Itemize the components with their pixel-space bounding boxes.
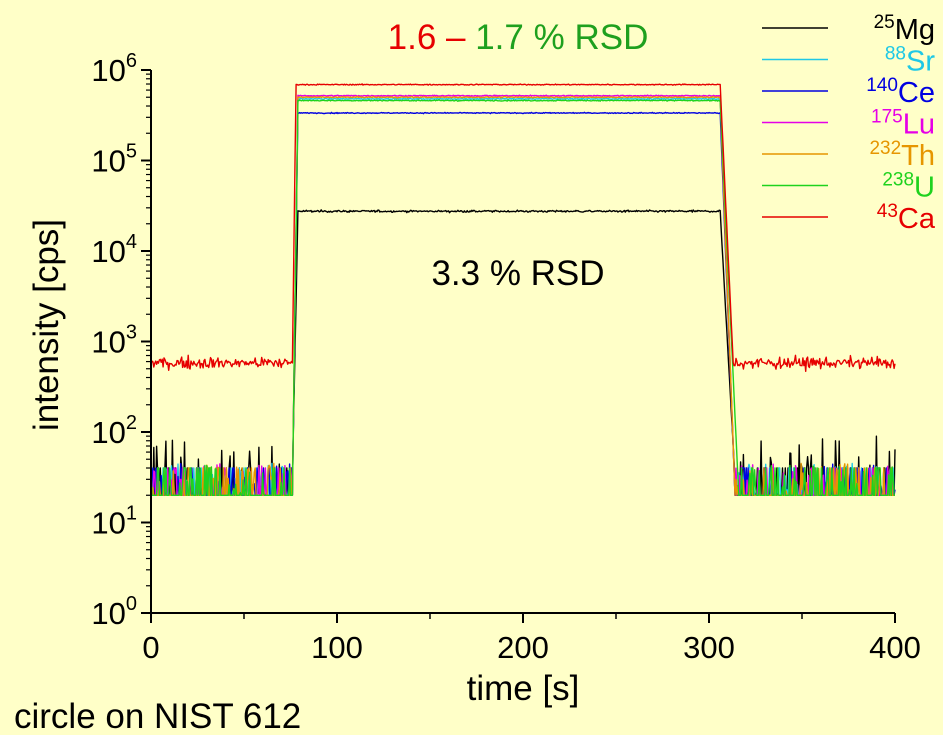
x-tick-label: 200	[497, 630, 549, 665]
y-axis-label: intensity [cps]	[27, 219, 66, 431]
x-tick-label: 100	[311, 630, 363, 665]
legend-entry-u: 238U	[882, 170, 935, 204]
legend-entry-lu: 175Lu	[871, 107, 935, 141]
series-layer	[150, 83, 896, 496]
series-line-mg	[151, 209, 896, 496]
y-tick-label: 101	[91, 503, 137, 541]
y-tick-label: 103	[91, 322, 137, 360]
y-tick-label: 104	[91, 231, 137, 269]
rsd-top-part2: 1.7 % RSD	[475, 18, 648, 57]
series-line-lu	[151, 94, 895, 496]
y-tick-label: 102	[91, 412, 137, 450]
legend-entry-sr: 88Sr	[885, 44, 935, 78]
series-line-ca	[150, 83, 896, 372]
rsd-mid-annotation: 3.3 % RSD	[431, 254, 604, 293]
legend-entry-th: 232Th	[869, 138, 935, 172]
legend-entry-ca: 43Ca	[877, 201, 936, 235]
series-line-sr	[150, 97, 895, 496]
series-line-th	[151, 95, 895, 496]
sample-label: circle on NIST 612	[14, 697, 301, 735]
x-tick-label: 300	[683, 630, 735, 665]
legend-entry-mg: 25Mg	[874, 12, 935, 46]
series-line-ce	[150, 111, 896, 496]
x-tick-label: 0	[142, 630, 159, 665]
y-tick-label: 106	[91, 50, 137, 88]
x-tick-label: 400	[869, 630, 921, 665]
y-tick-label: 105	[91, 141, 137, 179]
series-line-u	[150, 99, 895, 496]
legend-entry-ce: 140Ce	[866, 75, 935, 109]
x-axis-label: time [s]	[467, 669, 580, 708]
rsd-top-part1: 1.6 –	[388, 18, 476, 57]
y-tick-label: 100	[91, 593, 137, 631]
rsd-top-annotation: 1.6 – 1.7 % RSD	[388, 18, 649, 57]
